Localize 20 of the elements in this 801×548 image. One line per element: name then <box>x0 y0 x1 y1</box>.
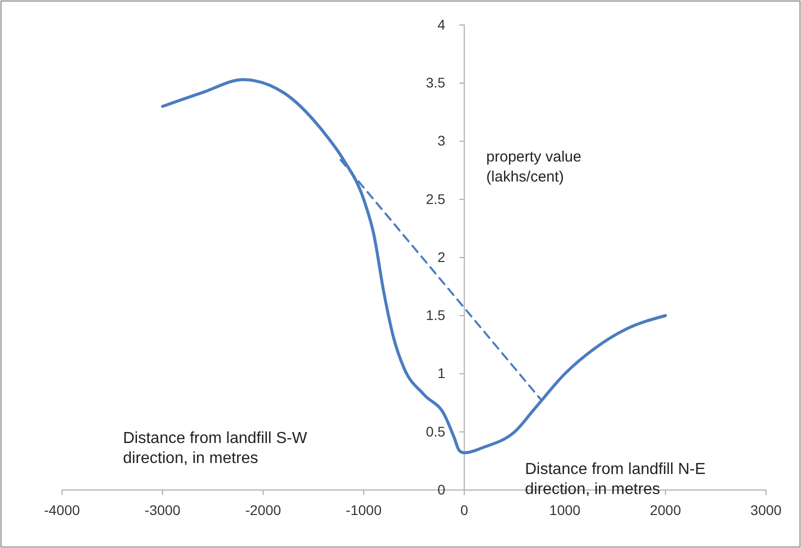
annotation: Distance from landfill S-W direction, in metres <box>123 430 308 467</box>
y-tick-label: 3.5 <box>426 74 446 91</box>
x-tick-label: -1000 <box>346 502 382 518</box>
y-tick-label: 0 <box>437 481 446 498</box>
x-tick-label: 2000 <box>650 502 682 518</box>
x-tick-label: 1000 <box>549 502 581 518</box>
x-tick-label: 0 <box>460 502 468 518</box>
x-tick-label: -2000 <box>245 502 282 518</box>
y-tick-label: 3 <box>437 132 446 149</box>
annotation: Distance from landfill N-E direction, in metres <box>525 461 706 498</box>
y-tick-label: 2 <box>437 248 446 265</box>
y-axis-title: property value (lakhs/cent) <box>486 148 582 186</box>
x-tick-label: 3000 <box>750 502 782 518</box>
y-tick-label: 1 <box>437 365 446 382</box>
y-tick-label: 2.5 <box>426 190 446 207</box>
x-tick-label: -3000 <box>144 502 181 518</box>
y-tick-label: 0.5 <box>426 423 446 440</box>
y-tick-label: 4 <box>437 16 446 32</box>
y-tick-label: 1.5 <box>426 307 446 324</box>
x-tick-label: -4000 <box>44 502 80 518</box>
